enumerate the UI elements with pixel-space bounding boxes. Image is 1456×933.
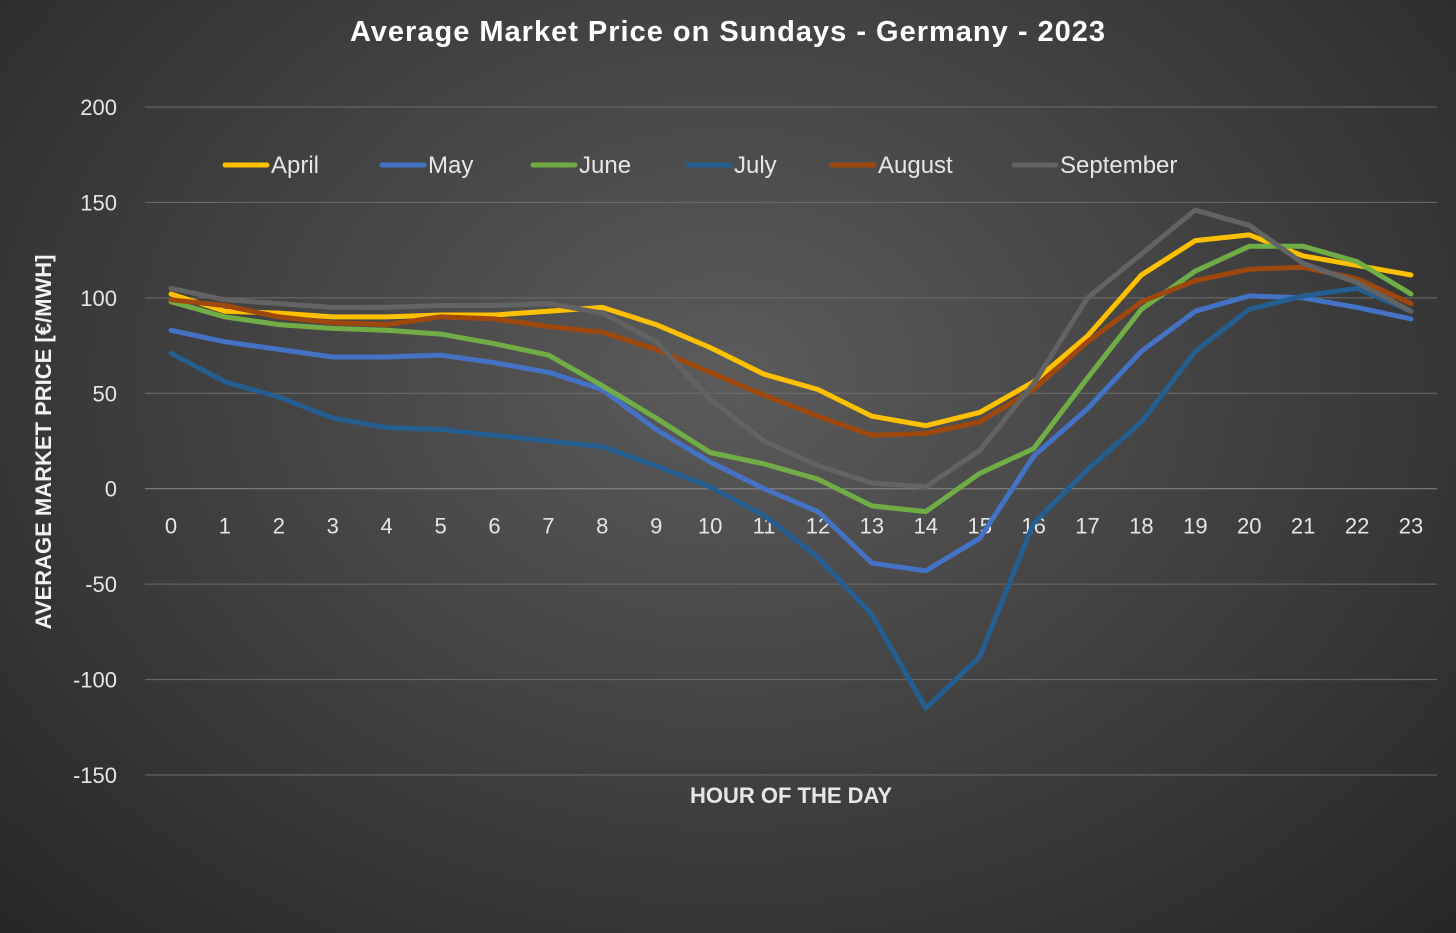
x-tick-label: 22 [1345, 514, 1369, 539]
legend-label-september: September [1060, 152, 1177, 179]
x-tick-label: 23 [1399, 514, 1423, 539]
y-tick-label: 200 [80, 95, 117, 120]
x-tick-label: 13 [860, 514, 884, 539]
x-tick-label: 2 [273, 514, 285, 539]
x-tick-label: 5 [434, 514, 446, 539]
series-line-july [168, 285, 1414, 711]
y-tick-label: 100 [80, 286, 117, 311]
x-tick-label: 18 [1129, 514, 1153, 539]
y-tick-label: -100 [73, 668, 117, 693]
x-tick-label: 20 [1237, 514, 1261, 539]
x-tick-label: 3 [327, 514, 339, 539]
series-line-august [168, 264, 1414, 438]
series-line-september [168, 207, 1414, 490]
legend-label-may: May [428, 152, 473, 179]
x-tick-label: 19 [1183, 514, 1207, 539]
x-tick-label: 6 [488, 514, 500, 539]
legend-label-april: April [271, 152, 319, 179]
y-tick-label: 0 [105, 477, 117, 502]
x-tick-label: 9 [650, 514, 662, 539]
y-tick-label: -150 [73, 763, 117, 788]
legend-label-june: June [579, 152, 631, 179]
x-tick-label: 8 [596, 514, 608, 539]
x-tick-label: 17 [1075, 514, 1099, 539]
series-line-april [168, 232, 1414, 429]
y-tick-label: 150 [80, 190, 117, 215]
legend-label-july: July [734, 152, 777, 179]
x-axis-title: HOUR OF THE DAY [689, 783, 893, 808]
x-tick-label: 0 [165, 514, 177, 539]
x-tick-label: 10 [698, 514, 722, 539]
x-tick-label: 7 [542, 514, 554, 539]
x-tick-label: 14 [914, 514, 938, 539]
x-tick-label: 4 [381, 514, 393, 539]
chart-title: Average Market Price on Sundays - German… [349, 16, 1107, 48]
x-tick-label: 21 [1291, 514, 1315, 539]
legend-label-august: August [878, 152, 953, 179]
series-line-june [168, 243, 1414, 515]
y-tick-label: 50 [93, 381, 117, 406]
y-tick-label: -50 [85, 572, 117, 597]
series-line-may [168, 293, 1414, 574]
x-tick-label: 1 [219, 514, 231, 539]
